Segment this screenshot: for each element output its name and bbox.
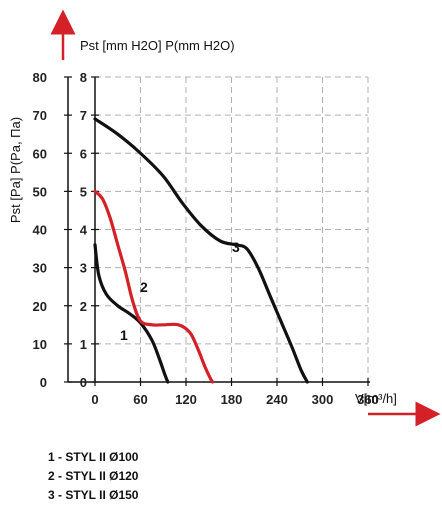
x-tick-labels: 0 60 120 180 240 300 360 <box>91 392 378 407</box>
series-lines <box>93 117 309 384</box>
y-tick-label-mmh2o-0: 0 <box>80 375 87 390</box>
y-axis-label-mmh2o-text: Pst [mm H2O] P(mm H2O) <box>80 38 235 53</box>
x-tick-label-240: 240 <box>266 392 288 407</box>
x-tick-label-120: 120 <box>175 392 197 407</box>
legend-item-1: 1 - STYL II Ø100 <box>48 450 139 464</box>
y-axis-label-pa: Pst [Pa] P(Pa, Па) <box>8 117 23 223</box>
y-tick-label-mmh2o-5: 5 <box>80 184 87 199</box>
x-tick-label-300: 300 <box>312 392 334 407</box>
y-tick-label-mmh2o-3: 3 <box>80 261 87 276</box>
y-tick-label-pa-80: 80 <box>33 70 47 85</box>
series-line-1 <box>93 243 170 384</box>
y-tick-label-mmh2o-8: 8 <box>80 70 87 85</box>
y-tick-label-mmh2o-1: 1 <box>80 337 87 352</box>
y-tick-labels-mmh2o: 0 1 2 3 4 5 6 7 8 <box>80 70 88 390</box>
y-tick-label-pa-0: 0 <box>40 375 47 390</box>
series-line-2 <box>93 189 215 384</box>
y-tick-label-mmh2o-2: 2 <box>80 299 87 314</box>
y-tick-label-pa-60: 60 <box>33 146 47 161</box>
y-tick-label-pa-20: 20 <box>33 299 47 314</box>
y-tick-label-pa-30: 30 <box>33 261 47 276</box>
y-tick-label-pa-50: 50 <box>33 184 47 199</box>
x-tick-label-60: 60 <box>133 392 147 407</box>
y-axis-label-mmh2o: Pst [mm H2O] P(mm H2O) <box>80 38 235 53</box>
y-tick-label-mmh2o-7: 7 <box>80 108 87 123</box>
curve-label-1: 1 <box>120 327 128 343</box>
y-tick-label-mmh2o-4: 4 <box>80 223 88 238</box>
legend-item-3: 3 - STYL II Ø150 <box>48 488 139 502</box>
legend: 1 - STYL II Ø100 2 - STYL II Ø120 3 - ST… <box>48 448 138 505</box>
curve-label-2: 2 <box>140 279 148 295</box>
y-tick-label-pa-70: 70 <box>33 108 47 123</box>
y-tick-label-pa-40: 40 <box>33 223 47 238</box>
x-tick-label-180: 180 <box>221 392 243 407</box>
y-tick-label-pa-10: 10 <box>33 337 47 352</box>
y-axis-label-pa-text: Pst [Pa] P(Pa, Па) <box>8 117 23 223</box>
y-tick-labels-pa: 0 10 20 30 40 50 60 70 80 <box>33 70 47 390</box>
x-axis-label-text: V[m³/h] <box>355 391 397 406</box>
series-line-3 <box>93 117 309 384</box>
x-tick-label-360: 360 <box>357 392 379 407</box>
axes <box>50 9 441 427</box>
curve-label-3: 3 <box>232 239 240 255</box>
y-tick-label-mmh2o-6: 6 <box>80 146 87 161</box>
legend-item-2: 2 - STYL II Ø120 <box>48 469 139 483</box>
x-axis-label: V[m³/h] <box>355 391 397 406</box>
grid-lines <box>95 76 369 382</box>
x-tick-label-0: 0 <box>91 392 98 407</box>
